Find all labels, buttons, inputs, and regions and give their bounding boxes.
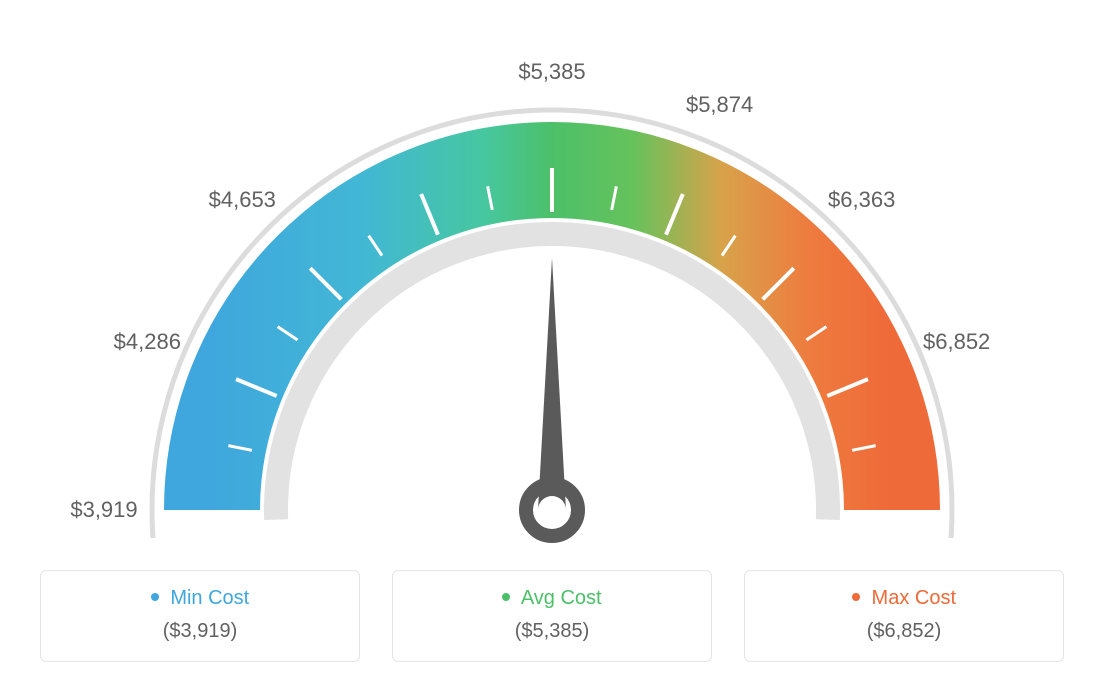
gauge-tick-label: $5,874	[686, 92, 753, 118]
max-cost-value: ($6,852)	[755, 620, 1053, 643]
min-cost-dot	[151, 593, 159, 601]
gauge-tick-label: $6,852	[923, 329, 990, 355]
avg-cost-label: Avg Cost	[521, 587, 602, 609]
gauge-chart: $3,919 $4,286 $4,653 $5,385 $5,874 $6,363 $6,8…	[0, 0, 1104, 560]
gauge-tick-label: $4,286	[114, 329, 181, 355]
min-cost-title: Min Cost	[51, 587, 349, 610]
avg-cost-value: ($5,385)	[403, 620, 701, 643]
avg-cost-title: Avg Cost	[403, 587, 701, 610]
min-cost-value: ($3,919)	[51, 620, 349, 643]
max-cost-dot	[852, 593, 860, 601]
min-cost-label: Min Cost	[170, 587, 249, 609]
avg-cost-card: Avg Cost ($5,385)	[392, 570, 712, 662]
max-cost-card: Max Cost ($6,852)	[744, 570, 1064, 662]
avg-cost-dot	[502, 593, 510, 601]
gauge-tick-label: $5,385	[518, 59, 585, 85]
max-cost-title: Max Cost	[755, 587, 1053, 610]
max-cost-label: Max Cost	[872, 587, 956, 609]
gauge-tick-label: $6,363	[828, 187, 895, 213]
min-cost-card: Min Cost ($3,919)	[40, 570, 360, 662]
gauge-tick-label: $3,919	[70, 497, 137, 523]
gauge-tick-label: $4,653	[209, 187, 276, 213]
summary-cards: Min Cost ($3,919) Avg Cost ($5,385) Max …	[0, 560, 1104, 662]
